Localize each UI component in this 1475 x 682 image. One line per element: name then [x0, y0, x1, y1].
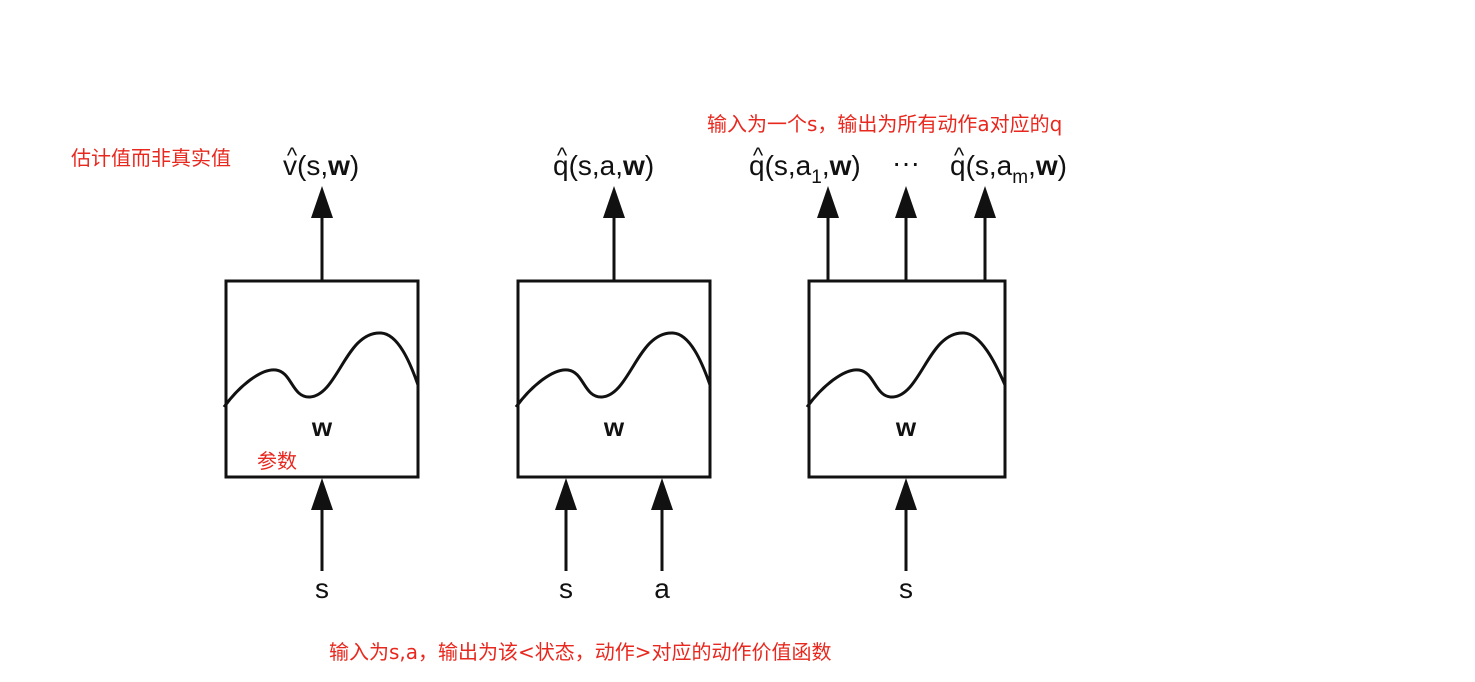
network2-output-w: w	[622, 150, 645, 181]
network3-output2-q: q	[950, 150, 966, 181]
network1-input-arrowhead	[311, 478, 333, 510]
network-action-value-all: w s ^ q(s,a1,w) ··· ^ q(s,am,w)	[749, 143, 1067, 604]
network3-output1-close: )	[851, 150, 860, 181]
network1-output-label: v(s,w)	[283, 150, 359, 181]
params-annotation: 参数	[257, 449, 297, 473]
network3-weight-label: w	[895, 412, 917, 442]
network1-hat: ^	[287, 143, 298, 168]
network1-output-v: v	[283, 150, 297, 181]
network3-output1-arrowhead	[817, 186, 839, 218]
network3-output2-label: q(s,am,w)	[950, 150, 1067, 188]
network3-output2-close: )	[1058, 150, 1067, 181]
network3-output2-arrowhead	[974, 186, 996, 218]
network3-input-s: s	[899, 573, 913, 604]
network3-output2-sub: m	[1012, 167, 1028, 188]
network3-output1-open: (s,a	[765, 150, 812, 181]
network1-input-s: s	[315, 573, 329, 604]
network3-output1-comma: ,	[822, 150, 830, 181]
network1-output-w: w	[327, 150, 350, 181]
network2-output-close: )	[645, 150, 654, 181]
network2-output-args: (s,a,	[569, 150, 623, 181]
network3-output1-q: q	[749, 150, 765, 181]
network3-input-arrowhead	[895, 478, 917, 510]
network3-output1-hat: ^	[753, 143, 764, 168]
network3-ellipsis: ···	[892, 147, 920, 178]
network3-box	[807, 279, 1007, 479]
network2-input-a: a	[654, 573, 670, 604]
network3-output2-hat: ^	[954, 143, 965, 168]
network2-hat: ^	[557, 143, 568, 168]
bottom-annotation: 输入为s,a，输出为该<状态，动作>对应的动作价值函数	[329, 640, 832, 664]
estimate-annotation: 估计值而非真实值	[71, 146, 231, 170]
network2-output-q: q	[553, 150, 569, 181]
network2-input-s: s	[559, 573, 573, 604]
network2-weight-label: w	[603, 412, 625, 442]
network3-output-mid-arrowhead	[895, 186, 917, 218]
network3-output1-sub: 1	[811, 167, 822, 188]
network-action-value-sa: w s a ^ q(s,a,w)	[514, 143, 712, 604]
network2-output-arrowhead	[603, 186, 625, 218]
network1-curve	[222, 331, 420, 408]
network3-curve	[805, 331, 1007, 408]
network3-output1-label: q(s,a1,w)	[749, 150, 861, 188]
network-state-value: w s ^ v(s,w)	[222, 143, 420, 604]
network1-output-args: (s,	[297, 150, 328, 181]
top-right-annotation: 输入为一个s，输出为所有动作a对应的q	[707, 112, 1063, 136]
network1-output-close: )	[350, 150, 359, 181]
network3-output1-w: w	[829, 150, 852, 181]
network2-curve	[514, 331, 712, 408]
network2-input-s-arrowhead	[555, 478, 577, 510]
network1-weight-label: w	[311, 412, 333, 442]
network1-output-arrowhead	[311, 186, 333, 218]
network3-output2-w: w	[1035, 150, 1058, 181]
network3-output2-open: (s,a	[966, 150, 1013, 181]
network2-output-label: q(s,a,w)	[553, 150, 654, 181]
network3-output2-comma: ,	[1028, 150, 1036, 181]
network2-input-a-arrowhead	[651, 478, 673, 510]
network1-box	[224, 279, 420, 479]
network2-box	[516, 279, 712, 479]
